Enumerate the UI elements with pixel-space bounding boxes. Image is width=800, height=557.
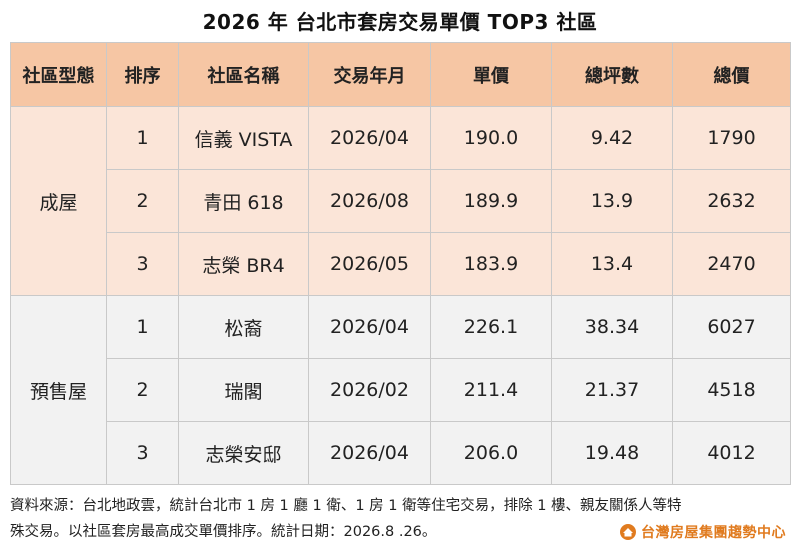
top3-table: 社區型態 排序 社區名稱 交易年月 單價 總坪數 總價 成屋 1 信義 VIST…	[10, 42, 791, 485]
area-cell: 13.4	[551, 232, 673, 296]
total-price-cell: 6027	[672, 295, 791, 359]
unit-price-cell: 211.4	[430, 358, 552, 422]
rank-cell: 2	[106, 169, 179, 233]
area-cell: 13.9	[551, 169, 673, 233]
community-name-cell: 信義 VISTA	[178, 106, 309, 170]
unit-price-cell: 183.9	[430, 232, 552, 296]
rank-cell: 2	[106, 358, 179, 422]
taiwan-realty-logo-icon	[619, 523, 637, 541]
group-type-cell: 成屋	[10, 106, 107, 296]
total-price-cell: 1790	[672, 106, 791, 170]
total-price-cell: 2632	[672, 169, 791, 233]
header-rank: 排序	[106, 42, 179, 107]
table-row: 3 志榮安邸 2026/04 206.0 19.48 4012	[11, 421, 791, 485]
unit-price-cell: 190.0	[430, 106, 552, 170]
trade-date-cell: 2026/04	[308, 295, 431, 359]
header-date: 交易年月	[308, 42, 431, 107]
trade-date-cell: 2026/04	[308, 421, 431, 485]
group-type-cell: 預售屋	[10, 295, 107, 485]
total-price-cell: 4518	[672, 358, 791, 422]
community-name-cell: 志榮 BR4	[178, 232, 309, 296]
rank-cell: 3	[106, 421, 179, 485]
header-name: 社區名稱	[178, 42, 309, 107]
community-name-cell: 松裔	[178, 295, 309, 359]
table-row: 成屋 1 信義 VISTA 2026/04 190.0 9.42 1790	[10, 106, 791, 296]
unit-price-cell: 206.0	[430, 421, 552, 485]
footnote-line-2: 殊交易。以社區套房最高成交單價排序。統計日期：2026.8 .26。	[10, 524, 437, 540]
brand-logo-text: 台灣房屋集團趨勢中心	[641, 525, 786, 541]
trade-date-cell: 2026/05	[308, 232, 431, 296]
brand-logo: 台灣房屋集團趨勢中心	[619, 521, 786, 543]
table-row: 預售屋 1 松裔 2026/04 226.1 38.34 6027	[10, 295, 791, 485]
area-cell: 19.48	[551, 421, 673, 485]
community-name-cell: 志榮安邸	[178, 421, 309, 485]
footnote-line-1: 資料來源：台北地政雲，統計台北市 1 房 1 廳 1 衛、1 房 1 衛等住宅交…	[10, 498, 682, 514]
table-row: 3 志榮 BR4 2026/05 183.9 13.4 2470	[11, 232, 791, 296]
unit-price-cell: 226.1	[430, 295, 552, 359]
total-price-cell: 4012	[672, 421, 791, 485]
area-cell: 38.34	[551, 295, 673, 359]
unit-price-cell: 189.9	[430, 169, 552, 233]
area-cell: 21.37	[551, 358, 673, 422]
header-area: 總坪數	[551, 42, 673, 107]
rank-cell: 1	[106, 295, 179, 359]
table-header-row: 社區型態 排序 社區名稱 交易年月 單價 總坪數 總價	[10, 42, 791, 107]
community-name-cell: 青田 618	[178, 169, 309, 233]
total-price-cell: 2470	[672, 232, 791, 296]
footnote: 資料來源：台北地政雲，統計台北市 1 房 1 廳 1 衛、1 房 1 衛等住宅交…	[10, 493, 790, 545]
community-name-cell: 瑞閣	[178, 358, 309, 422]
trade-date-cell: 2026/08	[308, 169, 431, 233]
header-type: 社區型態	[10, 42, 107, 107]
page-title: 2026 年 台北市套房交易單價 TOP3 社區	[202, 10, 598, 34]
header-unit-price: 單價	[430, 42, 552, 107]
trade-date-cell: 2026/02	[308, 358, 431, 422]
rank-cell: 3	[106, 232, 179, 296]
table-row: 2 瑞閣 2026/02 211.4 21.37 4518	[11, 358, 791, 422]
trade-date-cell: 2026/04	[308, 106, 431, 170]
table-row: 2 青田 618 2026/08 189.9 13.9 2632	[11, 169, 791, 233]
rank-cell: 1	[106, 106, 179, 170]
area-cell: 9.42	[551, 106, 673, 170]
header-total-price: 總價	[672, 42, 791, 107]
